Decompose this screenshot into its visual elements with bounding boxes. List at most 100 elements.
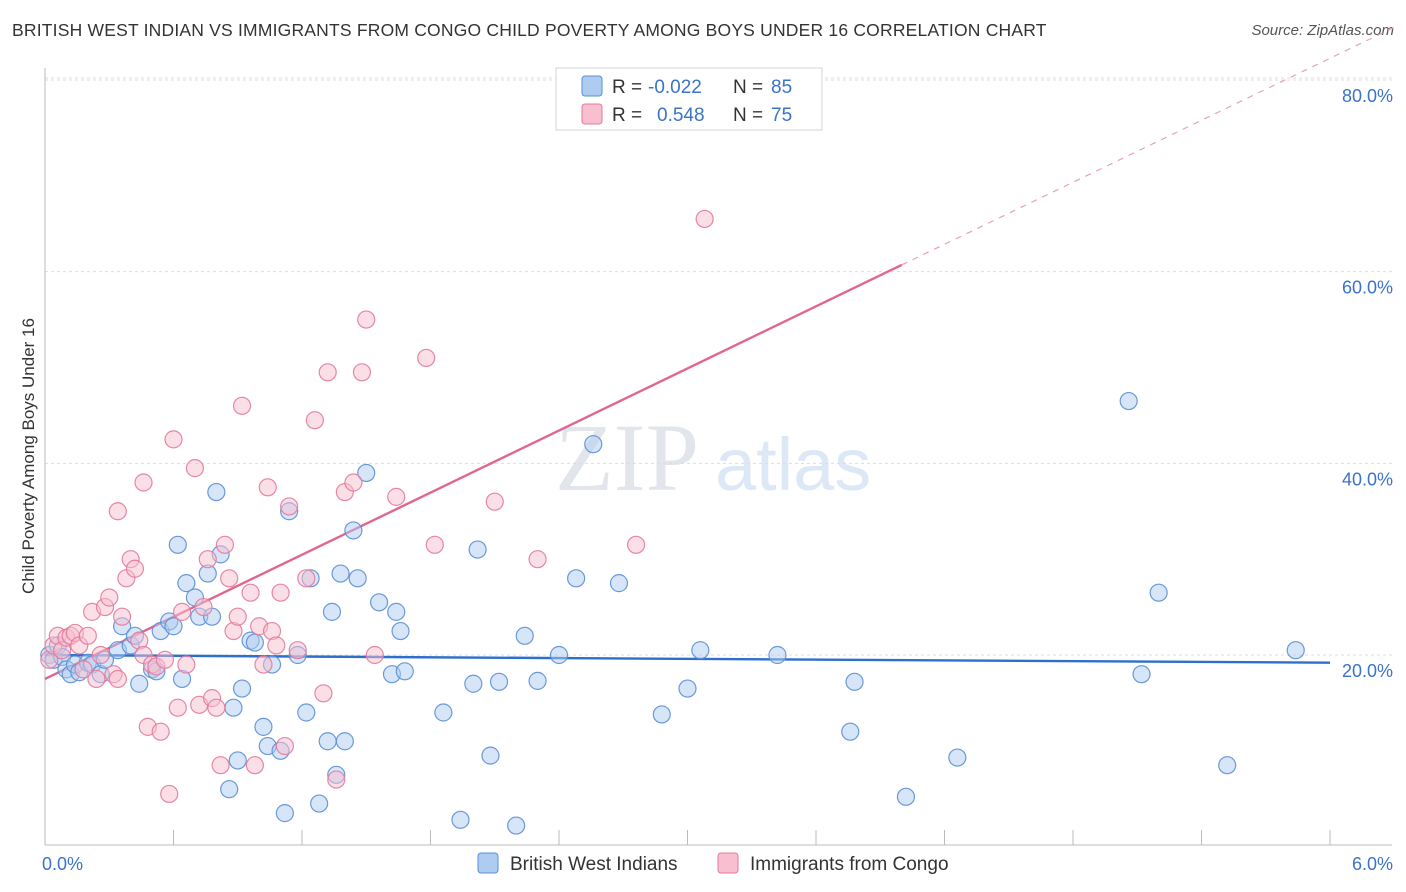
point-immigrants-congo (267, 636, 286, 655)
point-immigrants-congo (241, 583, 260, 602)
bottom-legend-swatch-pink (717, 852, 739, 874)
point-immigrants-congo (254, 655, 273, 674)
point-british-west-indian (1132, 665, 1151, 684)
point-immigrants-congo (344, 473, 363, 492)
point-immigrants-congo (280, 497, 299, 516)
point-immigrants-congo (318, 363, 337, 382)
point-immigrants-congo (417, 348, 436, 368)
legend-r-label-1: R = (612, 77, 642, 98)
chart-title: BRITISH WEST INDIAN VS IMMIGRANTS FROM C… (12, 20, 1047, 40)
point-british-west-indian (768, 645, 787, 665)
point-immigrants-congo (387, 487, 406, 506)
point-immigrants-congo (151, 722, 170, 741)
point-british-west-indian (310, 794, 329, 813)
point-immigrants-congo (352, 363, 372, 382)
point-immigrants-congo (228, 607, 247, 626)
point-immigrants-congo (198, 550, 217, 569)
point-immigrants-congo (87, 669, 106, 689)
point-immigrants-congo (357, 310, 376, 329)
point-immigrants-congo (91, 645, 110, 665)
point-immigrants-congo (108, 669, 127, 689)
point-immigrants-congo (327, 770, 346, 789)
point-immigrants-congo (485, 492, 504, 511)
point-british-west-indian (232, 679, 252, 698)
legend-n-value-1: 85 (771, 77, 792, 98)
y-axis-title: Child Poverty Among Boys Under 16 (19, 318, 38, 594)
point-british-west-indian (896, 787, 916, 806)
gridlines (45, 77, 1392, 656)
point-immigrants-congo (177, 655, 196, 674)
point-immigrants-congo (220, 569, 239, 588)
legend-swatch-blue (581, 75, 603, 97)
point-british-west-indian (297, 703, 316, 722)
point-british-west-indian (164, 617, 183, 636)
point-british-west-indian (224, 698, 243, 717)
point-immigrants-congo (232, 396, 252, 415)
watermark-zip: ZIP (555, 404, 699, 511)
watermark-atlas: atlas (715, 423, 871, 506)
series-legend: British West Indians Immigrants from Con… (477, 852, 949, 875)
point-british-west-indian (434, 703, 453, 722)
point-immigrants-congo (155, 650, 175, 669)
point-british-west-indian (228, 751, 247, 770)
y-tick-labels: 20.0% 40.0% 60.0% 80.0% (1342, 86, 1393, 681)
point-immigrants-congo (245, 756, 264, 775)
point-immigrants-congo (164, 430, 183, 449)
bottom-legend-label-blue: British West Indians (510, 854, 678, 875)
point-immigrants-congo (211, 756, 230, 775)
point-british-west-indian (507, 816, 526, 835)
point-british-west-indian (515, 626, 534, 645)
y-tick-label: 40.0% (1342, 469, 1393, 489)
point-british-west-indian (331, 564, 350, 583)
watermark: ZIP atlas (555, 404, 871, 511)
point-immigrants-congo (172, 602, 192, 621)
point-british-west-indian (528, 671, 547, 690)
point-immigrants-congo (305, 411, 324, 430)
legend-n-label-2: N = (733, 105, 763, 126)
point-british-west-indian (387, 602, 406, 621)
point-british-west-indian (845, 672, 864, 691)
x-tick-labels: 0.0% 6.0% (42, 854, 1393, 874)
point-immigrants-congo (74, 660, 93, 679)
point-british-west-indian (335, 732, 354, 751)
x-tick-label: 0.0% (42, 854, 83, 874)
point-british-west-indian (318, 732, 337, 751)
point-immigrants-congo (194, 597, 213, 617)
point-british-west-indian (948, 748, 967, 767)
point-british-west-indian (567, 569, 586, 588)
point-immigrants-congo (160, 784, 179, 804)
y-tick-label: 60.0% (1342, 278, 1393, 298)
point-immigrants-congo (134, 473, 153, 492)
point-british-west-indian (464, 674, 483, 693)
legend-n-label-1: N = (733, 77, 763, 98)
x-tick-label: 6.0% (1352, 854, 1393, 874)
point-british-west-indian (451, 810, 470, 829)
point-british-west-indian (254, 717, 273, 736)
point-immigrants-congo (365, 645, 384, 665)
legend-r-value-1: -0.022 (648, 77, 702, 98)
point-british-west-indian (344, 521, 363, 540)
legend-n-value-2: 75 (771, 105, 792, 126)
point-british-west-indian (468, 540, 487, 559)
point-british-west-indian (348, 569, 367, 588)
point-british-west-indian (1218, 756, 1237, 775)
point-immigrants-congo (168, 698, 187, 717)
point-immigrants-congo (100, 588, 119, 607)
point-british-west-indian (177, 574, 196, 593)
point-british-west-indian (584, 435, 603, 454)
point-british-west-indian (370, 593, 389, 612)
point-british-west-indian (357, 463, 376, 483)
point-british-west-indian (481, 746, 500, 765)
point-immigrants-congo (425, 535, 444, 554)
point-british-west-indian (609, 574, 629, 593)
point-british-west-indian (678, 679, 697, 698)
trend-line-british-west-indian (44, 653, 1331, 664)
point-immigrants-congo (78, 626, 97, 645)
point-immigrants-congo (626, 535, 646, 554)
point-british-west-indian (245, 633, 264, 652)
point-british-west-indian (691, 641, 710, 660)
point-immigrants-congo (528, 550, 547, 569)
point-immigrants-congo (207, 698, 226, 717)
point-immigrants-congo (297, 569, 316, 588)
